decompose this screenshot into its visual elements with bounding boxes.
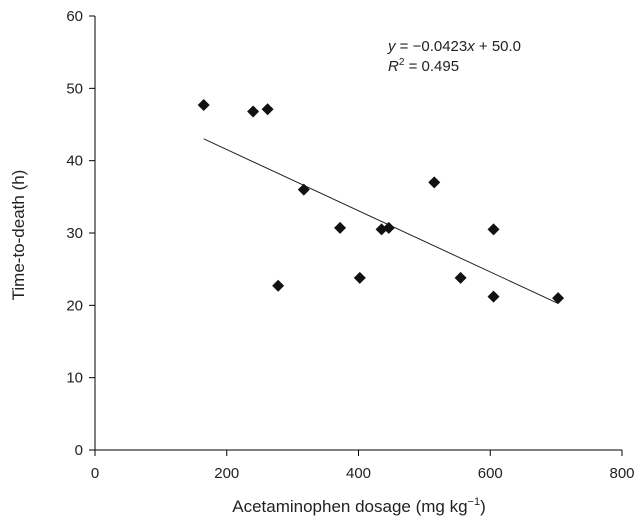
y-tick-label: 10 — [66, 370, 83, 387]
data-point — [197, 98, 210, 111]
y-tick-label: 20 — [66, 297, 83, 314]
r2-symbol: R — [388, 58, 399, 75]
x-tick-label: 200 — [214, 465, 239, 482]
x-axis-title-sup: −1 — [468, 496, 481, 508]
data-point — [261, 103, 274, 116]
x-axis-title-close: ) — [480, 497, 486, 516]
data-points — [197, 98, 565, 305]
x-tick-label: 400 — [346, 465, 371, 482]
data-point — [487, 223, 500, 236]
y-tick-label: 50 — [66, 80, 83, 97]
y-tick-label: 30 — [66, 225, 83, 242]
data-point — [297, 183, 310, 196]
r2-superscript: 2 — [399, 57, 405, 68]
data-point — [428, 176, 441, 189]
x-axis-title: Acetaminophen dosage (mg kg−1) — [232, 496, 486, 516]
x-tick-label: 800 — [609, 465, 634, 482]
axes — [89, 15, 623, 456]
data-point — [454, 271, 467, 284]
r-squared: R2 = 0.495 — [388, 57, 459, 75]
y-axis-title: Time-to-death (h) — [9, 170, 28, 301]
x-axis-title-text: Acetaminophen dosage (mg kg — [232, 497, 467, 516]
x-tick-label: 600 — [478, 465, 503, 482]
data-point — [334, 221, 347, 234]
y-tick-label: 0 — [75, 442, 83, 459]
data-point — [552, 292, 565, 305]
data-point — [487, 290, 500, 303]
data-point — [247, 105, 260, 118]
eq-x-var: x — [466, 38, 475, 55]
data-point — [353, 271, 366, 284]
eq-slope: = −0.0423 — [396, 38, 468, 55]
y-tick-label: 40 — [66, 153, 83, 170]
trendline — [203, 138, 559, 304]
x-tick-label: 0 — [91, 465, 99, 482]
regression-equation: y = −0.0423x + 50.0 — [387, 38, 521, 55]
r2-value: = 0.495 — [404, 58, 459, 75]
data-point — [272, 279, 285, 292]
y-tick-label: 60 — [66, 8, 83, 25]
eq-intercept: + 50.0 — [475, 38, 521, 55]
eq-y-var: y — [387, 38, 397, 55]
data-point — [382, 221, 395, 234]
